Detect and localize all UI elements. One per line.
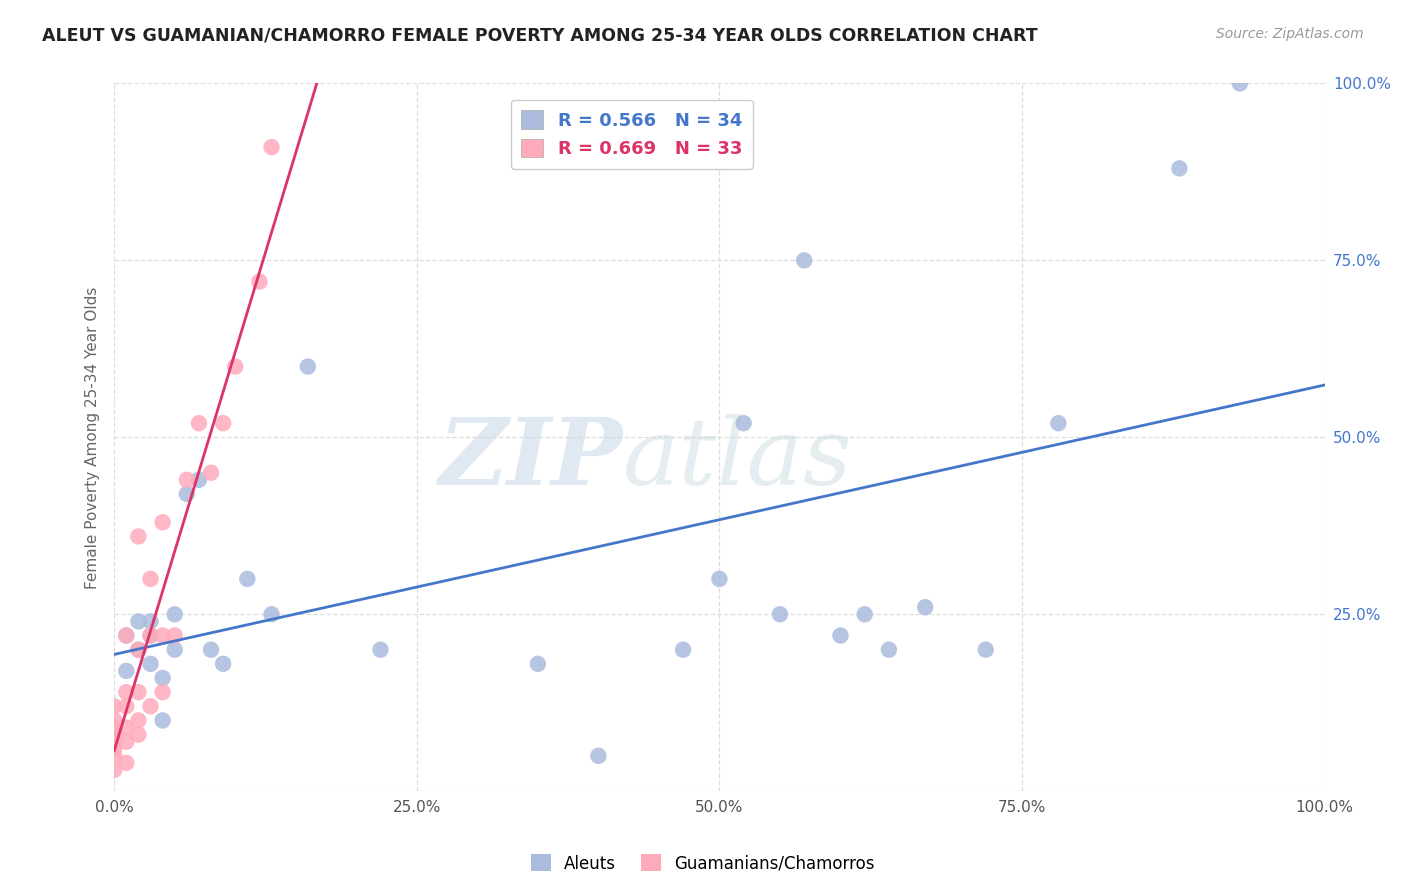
Point	[139, 628, 162, 642]
Point	[115, 734, 138, 748]
Point	[103, 699, 125, 714]
Point	[139, 699, 162, 714]
Point	[115, 699, 138, 714]
Point	[200, 642, 222, 657]
Point	[115, 664, 138, 678]
Point	[709, 572, 731, 586]
Point	[103, 728, 125, 742]
Y-axis label: Female Poverty Among 25-34 Year Olds: Female Poverty Among 25-34 Year Olds	[86, 286, 100, 589]
Point	[877, 642, 900, 657]
Point	[236, 572, 259, 586]
Point	[370, 642, 392, 657]
Point	[853, 607, 876, 622]
Point	[127, 529, 149, 543]
Point	[115, 756, 138, 770]
Point	[152, 714, 174, 728]
Point	[103, 714, 125, 728]
Point	[103, 734, 125, 748]
Point	[163, 607, 186, 622]
Text: Source: ZipAtlas.com: Source: ZipAtlas.com	[1216, 27, 1364, 41]
Point	[1229, 77, 1251, 91]
Point	[152, 516, 174, 530]
Point	[103, 763, 125, 777]
Point	[527, 657, 550, 671]
Legend: Aleuts, Guamanians/Chamorros: Aleuts, Guamanians/Chamorros	[524, 847, 882, 880]
Point	[830, 628, 852, 642]
Point	[103, 748, 125, 763]
Text: ALEUT VS GUAMANIAN/CHAMORRO FEMALE POVERTY AMONG 25-34 YEAR OLDS CORRELATION CHA: ALEUT VS GUAMANIAN/CHAMORRO FEMALE POVER…	[42, 27, 1038, 45]
Point	[224, 359, 246, 374]
Point	[769, 607, 792, 622]
Point	[163, 642, 186, 657]
Point	[793, 253, 815, 268]
Text: atlas: atlas	[623, 414, 852, 504]
Point	[115, 628, 138, 642]
Point	[187, 473, 209, 487]
Point	[163, 628, 186, 642]
Point	[733, 416, 755, 430]
Point	[139, 572, 162, 586]
Point	[672, 642, 695, 657]
Point	[115, 685, 138, 699]
Point	[297, 359, 319, 374]
Point	[152, 671, 174, 685]
Point	[249, 275, 271, 289]
Point	[914, 600, 936, 615]
Point	[260, 607, 283, 622]
Point	[127, 642, 149, 657]
Point	[152, 628, 174, 642]
Point	[187, 416, 209, 430]
Point	[139, 657, 162, 671]
Point	[212, 416, 235, 430]
Point	[176, 487, 198, 501]
Point	[127, 714, 149, 728]
Point	[127, 685, 149, 699]
Point	[1047, 416, 1070, 430]
Point	[152, 685, 174, 699]
Legend: R = 0.566   N = 34, R = 0.669   N = 33: R = 0.566 N = 34, R = 0.669 N = 33	[510, 100, 752, 169]
Point	[103, 741, 125, 756]
Text: ZIP: ZIP	[439, 414, 623, 504]
Point	[212, 657, 235, 671]
Point	[127, 615, 149, 629]
Point	[588, 748, 610, 763]
Point	[127, 728, 149, 742]
Point	[103, 721, 125, 735]
Point	[176, 473, 198, 487]
Point	[139, 615, 162, 629]
Point	[115, 721, 138, 735]
Point	[260, 140, 283, 154]
Point	[127, 642, 149, 657]
Point	[139, 628, 162, 642]
Point	[1168, 161, 1191, 176]
Point	[974, 642, 997, 657]
Point	[200, 466, 222, 480]
Point	[115, 628, 138, 642]
